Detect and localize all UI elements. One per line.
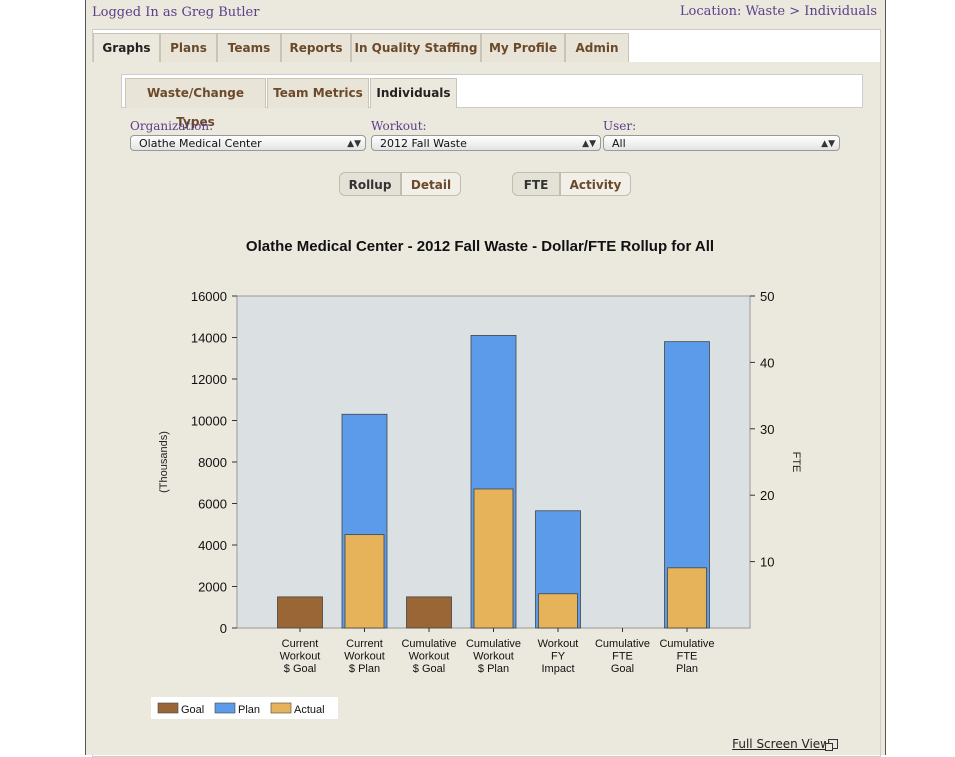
subtab-team-metrics[interactable]: Team Metrics	[267, 78, 369, 108]
logged-in-text: Logged In as Greg Butler	[92, 5, 260, 20]
select-arrows-icon: ▲▼	[582, 139, 596, 149]
rollup-button[interactable]: Rollup	[339, 172, 401, 196]
subtab-individuals[interactable]: Individuals	[370, 78, 457, 108]
location-breadcrumb: Location: Waste > Individuals	[679, 4, 877, 19]
select-arrows-icon: ▲▼	[347, 139, 361, 149]
tab-graphs[interactable]: Graphs	[93, 33, 160, 64]
organization-label: Organization:	[130, 119, 214, 133]
top-bar: Logged In as Greg Butler Location: Waste…	[86, 0, 885, 24]
tab-plans[interactable]: Plans	[160, 33, 217, 62]
user-select[interactable]: All ▲▼	[603, 135, 840, 151]
workout-select[interactable]: 2012 Fall Waste ▲▼	[371, 135, 601, 151]
popout-icon[interactable]	[825, 739, 838, 751]
subtab-waste-change-types[interactable]: Waste/Change Types	[125, 78, 266, 129]
tab-admin[interactable]: Admin	[565, 33, 629, 62]
tab-reports[interactable]: Reports	[281, 33, 351, 62]
graphs-content: Waste/Change Types Team Metrics Individu…	[92, 62, 880, 755]
workout-label: Workout:	[371, 119, 427, 133]
user-value: All	[612, 137, 626, 150]
organization-select[interactable]: Olathe Medical Center ▲▼	[130, 135, 366, 151]
organization-value: Olathe Medical Center	[139, 137, 262, 150]
activity-button[interactable]: Activity	[560, 172, 631, 196]
full-screen-view-link[interactable]: Full Screen View	[732, 737, 830, 751]
detail-button[interactable]: Detail	[401, 172, 461, 196]
app-frame: Logged In as Greg Butler Location: Waste…	[85, 0, 886, 757]
tab-my-profile[interactable]: My Profile	[481, 33, 565, 62]
select-arrows-icon: ▲▼	[821, 139, 835, 149]
fte-button[interactable]: FTE	[512, 172, 560, 196]
tab-teams[interactable]: Teams	[217, 33, 281, 62]
tab-in-quality-staffing[interactable]: In Quality Staffing	[351, 33, 481, 62]
user-label: User:	[603, 119, 637, 133]
subtab-panel: Waste/Change Types Team Metrics Individu…	[121, 74, 863, 129]
workout-value: 2012 Fall Waste	[380, 137, 467, 150]
